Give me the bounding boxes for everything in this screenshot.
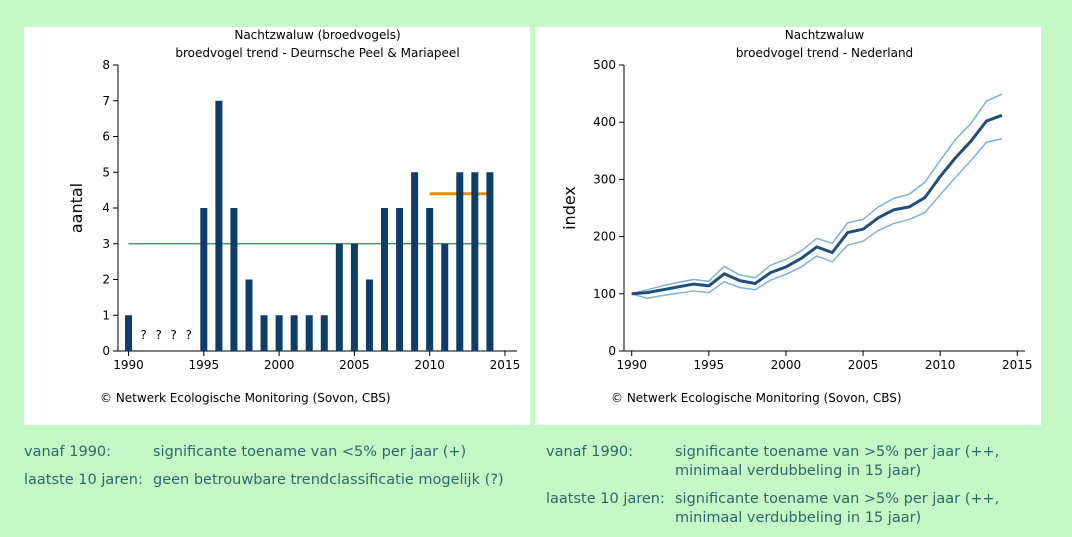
line-series [631, 113, 1003, 296]
bar [471, 172, 479, 351]
source: © Netwerk Ecologische Monitoring (Sovon,… [100, 391, 391, 405]
y-tick-label: 1 [102, 308, 110, 322]
info-text: significante toename van >5% per jaar (+… [675, 444, 1000, 479]
y-tick-label: 400 [593, 115, 616, 129]
x-tick-label: 1990 [113, 358, 144, 372]
annotation: ? [171, 328, 177, 342]
bar [125, 315, 133, 351]
chart: Nachtzwaluw broedvogel trend - Nederland ©… [560, 28, 1033, 405]
annotation: ? [140, 328, 146, 342]
x-tick-label: 2000 [771, 358, 802, 372]
y-tick-label: 300 [593, 172, 616, 186]
bar [290, 315, 298, 351]
bar [365, 279, 373, 351]
bar [320, 315, 328, 351]
bar [305, 315, 313, 351]
info-row: vanaf 1990: significante toename van >5% … [546, 443, 1046, 481]
trend-info: vanaf 1990: significante toename van >5% … [546, 443, 1046, 537]
x-tick-label: 2010 [414, 358, 445, 372]
annotation: ? [186, 328, 192, 342]
bar [245, 279, 253, 351]
info-label: laatste 10 jaren: [24, 472, 143, 488]
y-tick-label: 4 [102, 201, 110, 215]
chart-panel: Nachtzwaluw (broedvogels) broedvogel tren… [24, 27, 530, 425]
bar [350, 243, 358, 351]
y-axis-label: index [560, 186, 579, 230]
y-tick-label: 5 [102, 165, 110, 179]
annotation: ? [155, 328, 161, 342]
x-tick-label: 2005 [339, 358, 370, 372]
bar [215, 100, 223, 351]
bar [381, 208, 389, 351]
trend-info: vanaf 1990: significante toename van <5% … [24, 443, 524, 499]
info-text: significante toename van <5% per jaar (+… [153, 444, 467, 460]
bar [426, 208, 434, 351]
y-tick-label: 8 [102, 58, 110, 72]
x-tick-label: 1995 [189, 358, 220, 372]
bar [486, 172, 494, 351]
x-tick-label: 2015 [1002, 358, 1033, 372]
chart: Nachtzwaluw (broedvogels) broedvogel tren… [67, 28, 521, 405]
y-tick-label: 7 [102, 94, 110, 108]
bar [230, 208, 238, 351]
chart-title: Nachtzwaluw [785, 28, 865, 42]
bar [411, 172, 419, 351]
x-tick-label: 2015 [490, 358, 521, 372]
y-tick-label: 0 [102, 344, 110, 358]
info-label: vanaf 1990: [24, 444, 112, 460]
chart-panel: Nachtzwaluw broedvogel trend - Nederland ©… [535, 27, 1041, 425]
info-label: vanaf 1990: [546, 444, 634, 460]
info-row: laatste 10 jaren: significante toename va… [546, 490, 1046, 528]
line-series [631, 138, 1003, 300]
y-tick-label: 2 [102, 273, 110, 287]
x-tick-label: 1990 [616, 358, 647, 372]
line-series [631, 93, 1003, 295]
chart-title: Nachtzwaluw (broedvogels) [234, 28, 400, 42]
info-row: vanaf 1990: significante toename van <5% … [24, 443, 524, 462]
x-tick-label: 2010 [925, 358, 956, 372]
y-tick-label: 0 [608, 344, 616, 358]
y-tick-label: 3 [102, 237, 110, 251]
x-tick-label: 1995 [694, 358, 725, 372]
bar [275, 315, 283, 351]
info-label: laatste 10 jaren: [546, 491, 665, 507]
info-text: geen betrouwbare trendclassificatie moge… [153, 472, 504, 488]
bar [335, 243, 343, 351]
y-tick-label: 6 [102, 130, 110, 144]
x-tick-label: 2000 [264, 358, 295, 372]
info-text: significante toename van >5% per jaar (+… [675, 491, 1000, 526]
x-tick-label: 2005 [848, 358, 879, 372]
chart-subtitle: broedvogel trend - Nederland [736, 46, 913, 60]
bar [260, 315, 268, 351]
info-row: laatste 10 jaren: geen betrouwbare trendc… [24, 471, 524, 490]
bar [200, 208, 208, 351]
y-tick-label: 100 [593, 287, 616, 301]
y-axis-label: aantal [67, 183, 86, 233]
y-tick-label: 500 [593, 58, 616, 72]
bar [441, 243, 449, 351]
bar [396, 208, 404, 351]
bar [456, 172, 464, 351]
source: © Netwerk Ecologische Monitoring (Sovon,… [611, 391, 902, 405]
chart-subtitle: broedvogel trend - Deurnsche Peel & Mari… [175, 46, 459, 60]
y-tick-label: 200 [593, 230, 616, 244]
